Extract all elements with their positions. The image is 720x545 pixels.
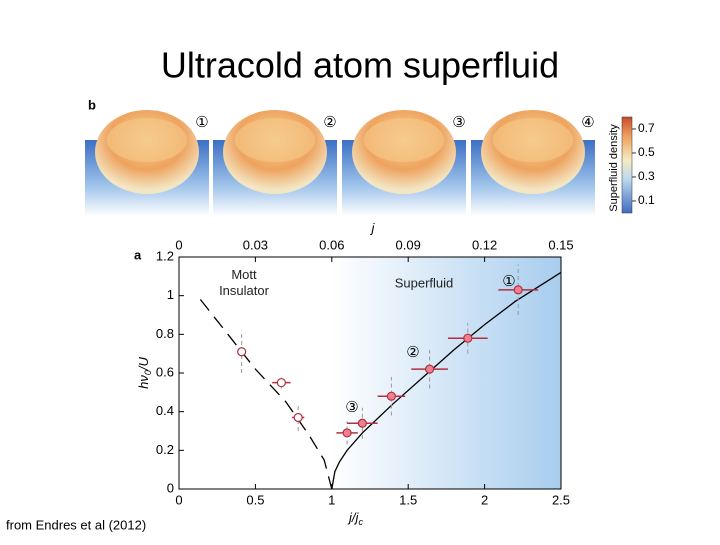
data-point (293, 412, 303, 423)
x-tick-label: 1.5 (399, 492, 417, 507)
x2-tick-label: 0.06 (319, 237, 344, 252)
y-tick-label: 0.6 (156, 364, 174, 379)
density-dome-top (235, 118, 315, 162)
y-axis-label: hν0/U (136, 357, 153, 389)
density-dome-top (364, 118, 444, 162)
panel-b: b Superfluid density ① ② ③ ④ 0.1 0.3 0.5 0.7 (85, 97, 655, 216)
x2-tick-label: 0.09 (396, 237, 421, 252)
image-label: ③ (452, 114, 465, 131)
colorbar-tick-label: 0.1 (638, 193, 655, 207)
theory-curve (199, 299, 333, 490)
density-dome-top (107, 118, 187, 162)
theory-curve (331, 271, 562, 490)
y-tick-label: 0.4 (156, 403, 174, 418)
density-dome-top (493, 118, 573, 162)
data-point (237, 347, 247, 357)
colorbar (621, 116, 633, 214)
x-tick-label: 0.5 (246, 492, 264, 507)
image-label: ② (323, 114, 336, 131)
y-tick-label: 0.8 (156, 326, 174, 341)
data-point (463, 333, 473, 343)
colorbar-tick-label: 0.7 (638, 121, 655, 135)
y-tick-label: 1 (167, 287, 174, 302)
y-tick-label: 0.2 (156, 442, 174, 457)
region-label: Superfluid (395, 275, 454, 290)
point-annotation: ① (502, 273, 515, 290)
data-point (276, 378, 286, 388)
point-annotation: ③ (345, 399, 358, 416)
x-tick-label: 2.5 (552, 492, 570, 507)
data-point (342, 428, 352, 438)
x2-axis-label: j (370, 220, 376, 235)
panel-label: b (88, 97, 96, 112)
x-tick-label: 2 (481, 492, 488, 507)
data-point (357, 418, 367, 428)
x-axis-label-sub: c (358, 517, 363, 527)
source-note: from Endres et al (2012) (6, 517, 146, 532)
y-axis-label-part: 0 (143, 370, 153, 375)
colorbar-tick-label: 0.3 (638, 169, 655, 183)
image-label: ① (195, 114, 208, 131)
region-label: Mott Insulator (219, 267, 270, 298)
y-tick-label: 0 (167, 480, 174, 495)
slide-title: Ultracold atom superfluid (161, 45, 559, 86)
point-annotation: ② (406, 344, 419, 361)
panel-a: a00.20.40.60.811.20 0.5 1 1.5 2 2.50 0.03 0.06 0… (134, 220, 574, 527)
colorbar-label: Superfluid density (608, 124, 620, 212)
superfluid-region (331, 257, 561, 489)
x2-tick-label: 0.03 (243, 237, 268, 252)
x2-tick-label: 0.15 (548, 237, 573, 252)
data-point (424, 364, 435, 374)
data-point (513, 285, 523, 295)
x-tick-label: 1 (328, 492, 335, 507)
y-axis-label-part: /U (136, 357, 151, 372)
x-tick-label: 0 (175, 492, 182, 507)
y-tick-label: 1.2 (156, 248, 174, 263)
colorbar-tick-label: 0.5 (638, 145, 655, 159)
data-point (386, 391, 396, 401)
image-label: ④ (581, 114, 594, 131)
x-axis-label: j/jc (347, 510, 363, 527)
y-axis-label-part: hν (136, 375, 151, 389)
panel-label: a (134, 247, 142, 262)
x-axis-label-main: j/j (347, 510, 360, 525)
x2-tick-label: 0.12 (472, 237, 497, 252)
x2-tick-label: 0 (175, 237, 182, 252)
